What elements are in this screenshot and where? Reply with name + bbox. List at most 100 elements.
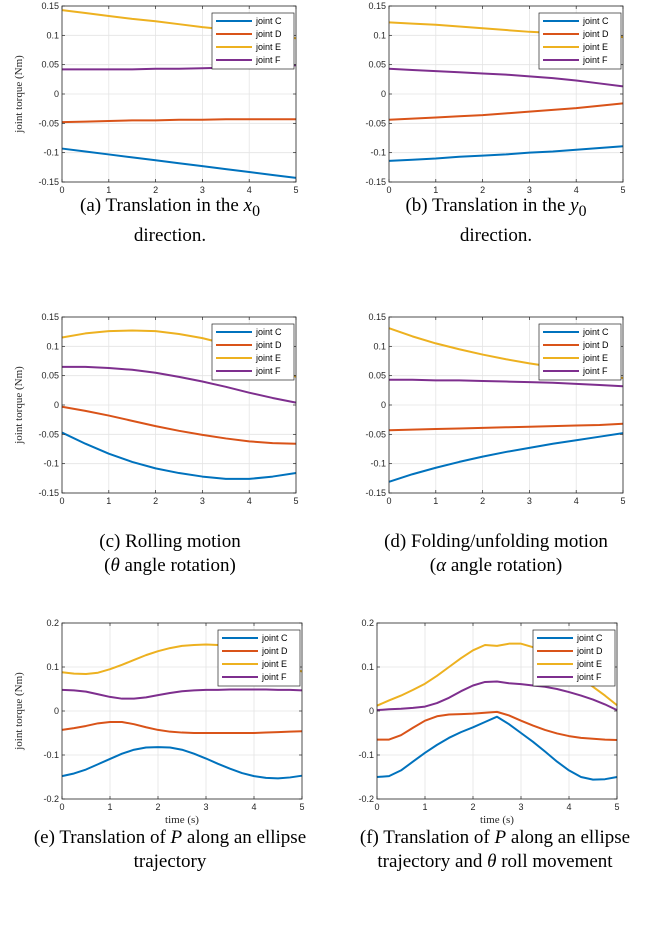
x-tick-label: 1 — [433, 496, 438, 506]
series-line-joint-d — [388, 422, 624, 432]
y-tick-label: -0.15 — [38, 177, 59, 187]
x-tick-label: 0 — [59, 185, 64, 195]
x-tick-label: 2 — [480, 496, 485, 506]
series-line-joint-d — [61, 405, 297, 445]
x-tick-label: 5 — [299, 802, 304, 812]
y-tick-label: -0.1 — [370, 148, 386, 158]
y-tick-label: -0.15 — [38, 488, 59, 498]
legend-label: joint C — [255, 327, 282, 337]
legend-label: joint F — [261, 672, 287, 682]
y-tick-label: -0.1 — [358, 750, 374, 760]
x-tick-label: 0 — [374, 802, 379, 812]
legend-label: joint E — [261, 659, 287, 669]
series-line-joint-c — [61, 746, 303, 780]
x-tick-label: 4 — [251, 802, 256, 812]
x-tick-label: 5 — [620, 185, 625, 195]
caption-d: (d) Folding/unfolding motion (α angle ro… — [384, 531, 608, 576]
legend-label: joint C — [255, 16, 282, 26]
legend-label: joint E — [576, 659, 602, 669]
x-tick-label: 4 — [574, 185, 579, 195]
series-line-joint-f — [388, 67, 624, 88]
y-tick-label: 0.05 — [41, 371, 59, 381]
legend-label: joint E — [255, 42, 281, 52]
x-tick-label: 0 — [59, 802, 64, 812]
x-tick-label: 2 — [153, 496, 158, 506]
y-tick-label: 0.05 — [41, 60, 59, 70]
series-line-joint-f — [376, 680, 618, 712]
y-tick-label: 0 — [54, 400, 59, 410]
legend: joint C joint D joint E joint F — [538, 323, 622, 381]
y-tick-label: -0.15 — [365, 488, 386, 498]
y-tick-label: 0.1 — [46, 662, 59, 672]
series-line-joint-d — [61, 118, 296, 124]
x-tick-label: 1 — [433, 185, 438, 195]
y-tick-label: 0.15 — [368, 1, 386, 11]
y-tick-label: -0.05 — [38, 429, 59, 439]
x-tick-label: 4 — [247, 185, 252, 195]
y-axis-label: joint torque (Nm) — [13, 672, 25, 751]
legend-label: joint E — [582, 353, 608, 363]
y-tick-label: 0 — [54, 706, 59, 716]
x-tick-label: 3 — [518, 802, 523, 812]
y-tick-label: 0.1 — [373, 30, 386, 40]
x-tick-label: 2 — [153, 185, 158, 195]
x-tick-label: 1 — [422, 802, 427, 812]
legend-label: joint D — [576, 646, 603, 656]
series-line-joint-f — [389, 378, 624, 388]
x-tick-label: 3 — [200, 496, 205, 506]
caption-c: (c) Rolling motion (θ angle rotation) — [99, 531, 241, 576]
y-tick-label: 0.1 — [361, 662, 374, 672]
series-line-joint-c — [388, 432, 624, 483]
y-tick-label: -0.1 — [370, 459, 386, 469]
x-tick-label: 2 — [480, 185, 485, 195]
x-tick-label: 3 — [200, 185, 205, 195]
legend-label: joint F — [582, 55, 608, 65]
x-axis-label: time (s) — [480, 814, 514, 826]
y-tick-label: 0.05 — [368, 371, 386, 381]
chart-panel-c: 0 1 2 3 4 5 -0.15 -0.1 -0.05 0 0.05 0.1 0.15 joint to… — [13, 312, 299, 506]
x-tick-label: 4 — [247, 496, 252, 506]
y-tick-label: -0.1 — [43, 750, 59, 760]
legend-label: joint E — [582, 42, 608, 52]
chart-panel-a: 0 1 2 3 4 5 -0.15 -0.1 -0.05 0 0.05 0.1 0.15 joint to… — [13, 1, 299, 195]
y-tick-label: 0 — [54, 89, 59, 99]
x-tick-label: 4 — [574, 496, 579, 506]
x-tick-label: 0 — [386, 496, 391, 506]
series-line-joint-d — [61, 721, 303, 734]
x-tick-label: 3 — [527, 496, 532, 506]
x-tick-label: 2 — [470, 802, 475, 812]
legend: joint C joint D joint E joint F — [211, 12, 295, 70]
y-axis-label: joint torque (Nm) — [13, 55, 25, 134]
legend: joint C joint D joint E joint F — [538, 12, 622, 70]
y-tick-label: -0.05 — [365, 118, 386, 128]
x-tick-label: 3 — [527, 185, 532, 195]
y-tick-label: 0.1 — [46, 341, 59, 351]
legend-label: joint E — [255, 353, 281, 363]
chart-panel-e: 0 1 2 3 4 5 -0.2 -0.1 0 0.1 0.2 joint torque (Nm) ti… — [13, 618, 305, 826]
series-line-joint-f — [61, 688, 303, 700]
series-line-joint-c — [388, 145, 624, 162]
legend-label: joint C — [582, 16, 609, 26]
x-tick-label: 0 — [59, 496, 64, 506]
caption-a: (a) Translation in the x0 direction. — [80, 195, 260, 246]
y-tick-label: -0.15 — [365, 177, 386, 187]
y-tick-label: 0.2 — [361, 618, 374, 628]
y-tick-label: 0.1 — [46, 30, 59, 40]
y-tick-label: 0.15 — [41, 1, 59, 11]
legend: joint C joint D joint E joint F — [217, 629, 301, 687]
x-tick-label: 5 — [293, 496, 298, 506]
legend-label: joint F — [255, 366, 281, 376]
y-tick-label: 0.15 — [368, 312, 386, 322]
x-axis-label: time (s) — [165, 814, 199, 826]
series-line-joint-d — [377, 710, 618, 742]
x-tick-label: 1 — [106, 185, 111, 195]
y-tick-label: -0.2 — [358, 794, 374, 804]
x-tick-label: 0 — [386, 185, 391, 195]
series-line-joint-c — [61, 431, 297, 480]
y-tick-label: -0.1 — [43, 148, 59, 158]
y-axis-label: joint torque (Nm) — [13, 366, 25, 445]
